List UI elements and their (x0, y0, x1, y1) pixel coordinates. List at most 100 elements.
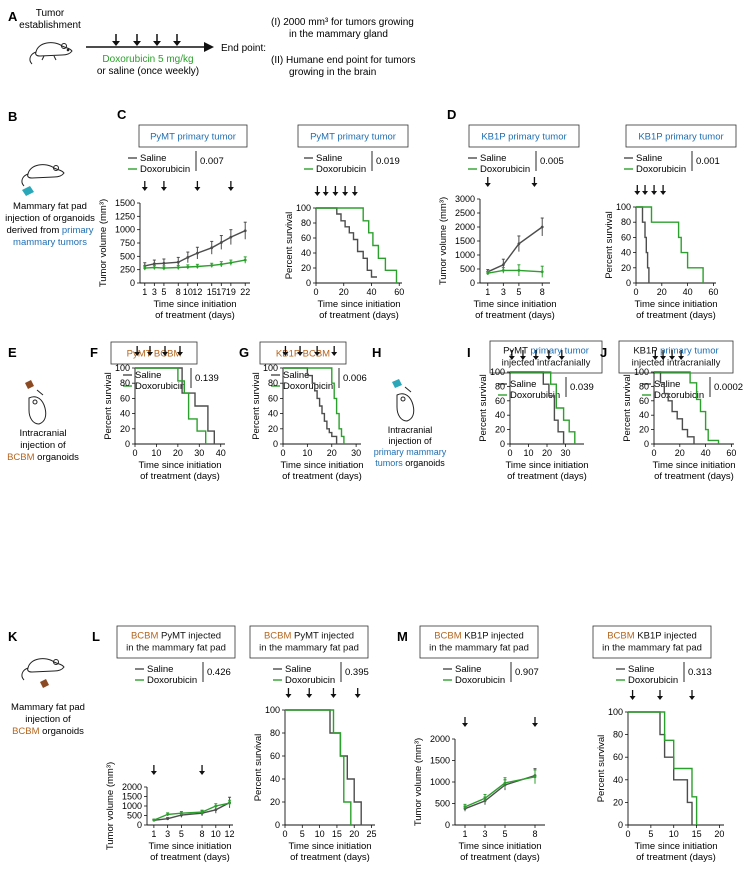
model-k-highlight: BCBM (12, 726, 40, 737)
x-tick-label: 10 (302, 448, 312, 458)
x-tick-label: 20 (173, 448, 183, 458)
y-tick-label: 0 (306, 278, 311, 288)
treatment-arrowhead (657, 696, 663, 700)
panel-letter-b: B (8, 109, 17, 124)
y-tick-label: 100 (490, 367, 505, 377)
model-e-tail: organoids (35, 452, 80, 463)
end-point-1-line-1: (I) 2000 mm³ for tumors growing (271, 17, 414, 28)
chart-title-line: BCBM KB1P injected (434, 631, 524, 642)
series-line-doxorubicin (487, 269, 543, 274)
model-k-line-3: BCBM organoids (12, 726, 84, 737)
chart-title-line: injected intracranially (502, 358, 591, 369)
panel-letter-m: M (397, 629, 408, 644)
y-tick-label: 40 (639, 410, 649, 420)
y-axis-label: Percent survival (604, 211, 615, 279)
y-tick-label: 500 (460, 264, 475, 274)
y-tick-label: 0 (275, 820, 280, 830)
data-point (152, 818, 156, 822)
y-tick-label: 40 (495, 410, 505, 420)
x-tick-label: 5 (161, 287, 166, 297)
x-tick-label: 3 (482, 829, 487, 839)
x-tick-label: 15 (207, 287, 217, 297)
series-line-saline (487, 226, 543, 273)
x-tick-label: 0 (651, 448, 656, 458)
x-tick-label: 8 (176, 287, 181, 297)
mouse-icon (396, 386, 415, 422)
chart-title-segment: PyMT primary tumor (310, 132, 396, 143)
treatment-arrowhead (285, 694, 292, 698)
x-tick-label: 0 (633, 287, 638, 297)
y-tick-label: 20 (120, 424, 130, 434)
y-tick-label: 2500 (455, 208, 475, 218)
legend-label-doxorubicin: Doxorubicin (283, 381, 333, 392)
x-tick-label: 10 (669, 829, 679, 839)
chart-title-segment: primary tumor (530, 346, 589, 357)
p-value: 0.005 (540, 156, 564, 167)
series-line-saline (283, 367, 338, 444)
x-tick-label: 20 (349, 829, 359, 839)
x-tick-label: 20 (327, 448, 337, 458)
establishment-line-1: Tumor (36, 8, 65, 19)
treatment-arrowhead (660, 356, 667, 360)
data-point (210, 264, 214, 267)
title-box (249, 625, 369, 659)
x-tick-label: 19 (226, 287, 236, 297)
legend-label-doxorubicin: Doxorubicin (135, 381, 185, 392)
chart-title-segment: BCBM (131, 631, 159, 642)
data-point (228, 801, 231, 805)
data-point (162, 261, 166, 265)
data-point (501, 263, 505, 267)
y-tick-label: 1500 (455, 236, 475, 246)
model-b-line-2: injection of organoids (5, 213, 95, 224)
y-tick-label: 40 (268, 409, 278, 419)
y-tick-label: 100 (296, 203, 311, 213)
model-e-line-3: BCBM organoids (7, 452, 79, 463)
x-tick-label: 40 (701, 448, 711, 458)
legend-label-doxorubicin: Doxorubicin (510, 390, 560, 401)
chart-title-segment: BCBM (264, 631, 292, 642)
x-axis-label: of treatment (days) (636, 310, 716, 321)
data-point (166, 817, 170, 821)
x-tick-label: 30 (194, 448, 204, 458)
p-value: 0.313 (688, 667, 712, 678)
y-axis-label: Percent survival (622, 374, 633, 442)
model-b: B Mammary fat pad injection of organoids… (5, 109, 95, 248)
y-tick-label: 0 (125, 439, 130, 449)
x-axis-label: Time since initiation (634, 299, 717, 310)
legend-label-doxorubicin: Doxorubicin (636, 164, 686, 175)
data-point (195, 265, 199, 268)
x-tick-label: 3 (152, 287, 157, 297)
chart-title-line: KB1P primary tumor (633, 346, 718, 357)
y-axis-label: Percent survival (596, 735, 607, 803)
x-tick-label: 0 (280, 448, 285, 458)
data-point (166, 812, 170, 816)
chart-title-line: BCBM PyMT injected (131, 631, 221, 642)
treatment-arrowhead (462, 723, 468, 727)
x-axis-label: Time since initiation (138, 460, 221, 471)
y-tick-label: 20 (301, 263, 311, 273)
legend-label-saline: Saline (480, 153, 506, 164)
legend-label-doxorubicin: Doxorubicin (316, 164, 366, 175)
series-line-saline (285, 709, 362, 825)
treatment-arrowhead (199, 771, 206, 775)
treatment-arrowhead (314, 192, 321, 196)
x-axis-label: of treatment (days) (654, 471, 734, 482)
chart-title-segment: PyMT BCBM (127, 349, 182, 360)
y-tick-label: 100 (608, 707, 623, 717)
x-tick-label: 12 (225, 829, 235, 839)
x-axis-label: of treatment (days) (140, 471, 220, 482)
panel-letter-c: C (117, 107, 127, 122)
y-tick-label: 0 (137, 820, 142, 830)
dose-arrows (112, 34, 181, 46)
x-axis-label: Time since initiation (148, 841, 231, 852)
y-tick-label: 60 (639, 396, 649, 406)
data-point (210, 246, 214, 250)
treatment-arrowhead (660, 191, 667, 195)
x-tick-label: 40 (366, 287, 376, 297)
y-tick-label: 60 (621, 232, 631, 242)
end-point-2-line-2: growing in the brain (289, 67, 376, 78)
title-box (116, 625, 236, 659)
treatment-arrowhead (629, 696, 636, 700)
y-tick-label: 500 (435, 799, 450, 809)
